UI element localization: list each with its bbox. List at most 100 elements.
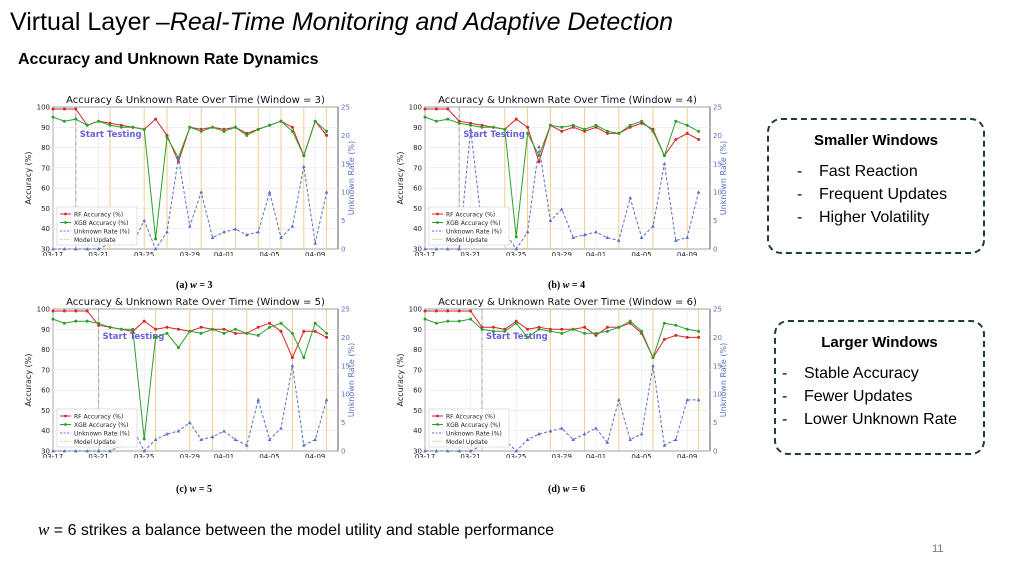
data-point xyxy=(674,323,678,327)
data-point xyxy=(582,232,587,237)
y2-tick-label: 15 xyxy=(713,362,722,370)
data-point xyxy=(674,238,678,242)
data-point xyxy=(594,331,598,335)
y-tick-label: 30 xyxy=(413,448,422,456)
data-point xyxy=(469,123,473,127)
y2-tick-label: 10 xyxy=(341,189,350,197)
data-point xyxy=(62,449,67,453)
data-point xyxy=(468,449,473,453)
data-point xyxy=(457,121,461,125)
x-tick-label: 03-25 xyxy=(134,251,154,256)
data-point xyxy=(560,327,564,331)
data-point xyxy=(199,331,203,335)
y2-tick-label: 25 xyxy=(341,104,350,112)
legend-entry: Unknown Rate (%) xyxy=(74,430,130,437)
x-tick-label: 03-25 xyxy=(506,251,526,256)
caption-b-rest: = 4 xyxy=(569,280,586,291)
legend-box xyxy=(428,408,510,448)
data-point xyxy=(480,327,484,331)
chart-title: Accuracy & Unknown Rate Over Time (Windo… xyxy=(438,95,697,106)
y2-axis-label: Unknown Rate (%) xyxy=(719,343,728,417)
y-axis-label: Accuracy (%) xyxy=(396,152,405,205)
data-point xyxy=(605,329,609,333)
footer-note: w = 6 strikes a balance between the mode… xyxy=(38,520,554,540)
y-tick-label: 90 xyxy=(41,124,50,132)
data-point xyxy=(176,156,181,160)
x-tick-label: 03-25 xyxy=(134,453,154,458)
x-tick-label: 03-21 xyxy=(88,251,108,256)
data-point xyxy=(302,443,306,447)
data-point xyxy=(469,317,473,321)
data-point xyxy=(51,107,55,111)
data-point xyxy=(640,119,644,123)
y2-tick-label: 20 xyxy=(341,132,350,140)
y2-tick-label: 25 xyxy=(713,306,722,314)
data-point xyxy=(503,127,507,131)
data-point xyxy=(199,325,203,329)
title-dash: – xyxy=(155,8,170,36)
data-point xyxy=(605,440,610,444)
data-point xyxy=(51,317,55,321)
data-point xyxy=(279,321,283,325)
data-point xyxy=(526,327,530,331)
data-point xyxy=(165,331,169,335)
data-point xyxy=(85,309,89,313)
data-point xyxy=(210,235,215,240)
footer-text: = 6 strikes a balance between the model … xyxy=(49,522,555,539)
y-tick-label: 70 xyxy=(41,164,50,172)
data-point xyxy=(290,129,294,133)
y-tick-label: 50 xyxy=(41,407,50,415)
x-tick-label: 03-17 xyxy=(43,251,63,256)
data-point xyxy=(514,117,518,121)
legend-marker xyxy=(64,414,67,418)
data-point xyxy=(594,426,598,430)
data-point xyxy=(165,431,169,436)
y-axis-label: Accuracy (%) xyxy=(24,152,33,205)
y-tick-label: 100 xyxy=(409,104,422,112)
data-point xyxy=(302,329,306,333)
y2-tick-label: 25 xyxy=(713,104,722,112)
data-point xyxy=(617,325,621,329)
data-point xyxy=(571,123,575,127)
data-point xyxy=(302,356,306,360)
data-point xyxy=(188,224,192,228)
legend-entry: RF Accuracy (%) xyxy=(446,413,495,420)
data-point xyxy=(142,449,146,453)
y-tick-label: 90 xyxy=(41,326,50,334)
data-point xyxy=(188,125,192,129)
data-point xyxy=(119,327,123,331)
legend-entry: Unknown Rate (%) xyxy=(446,228,502,235)
data-point xyxy=(628,195,632,200)
chart-window-5: Accuracy & Unknown Rate Over Time (Windo… xyxy=(24,297,356,458)
x-tick-label: 04-01 xyxy=(214,453,234,458)
data-point xyxy=(662,321,666,325)
legend-marker xyxy=(436,423,439,426)
data-point xyxy=(222,429,226,433)
larger-windows-list: - Stable Accuracy - Fewer Updates - Lower U… xyxy=(782,362,957,431)
data-point xyxy=(108,123,112,127)
y2-tick-label: 0 xyxy=(713,246,717,254)
data-point xyxy=(651,363,655,368)
y2-tick-label: 25 xyxy=(341,306,350,314)
data-point xyxy=(165,135,169,139)
data-point xyxy=(313,321,317,325)
data-point xyxy=(662,154,666,158)
data-point xyxy=(268,325,272,329)
data-point xyxy=(222,229,226,234)
data-point xyxy=(617,238,621,242)
data-point xyxy=(267,190,272,194)
data-point xyxy=(651,356,655,360)
data-point xyxy=(423,449,427,453)
data-point xyxy=(446,117,450,121)
data-point xyxy=(256,397,260,402)
data-point xyxy=(199,437,203,442)
x-tick-label: 04-01 xyxy=(586,251,606,256)
y2-tick-label: 10 xyxy=(341,391,350,399)
list-item: - Higher Volatility xyxy=(797,209,930,226)
data-point xyxy=(313,437,317,442)
data-point xyxy=(313,329,317,333)
y2-tick-label: 5 xyxy=(713,419,717,427)
data-point xyxy=(188,329,192,333)
y-tick-label: 50 xyxy=(413,407,422,415)
data-point xyxy=(514,449,518,453)
